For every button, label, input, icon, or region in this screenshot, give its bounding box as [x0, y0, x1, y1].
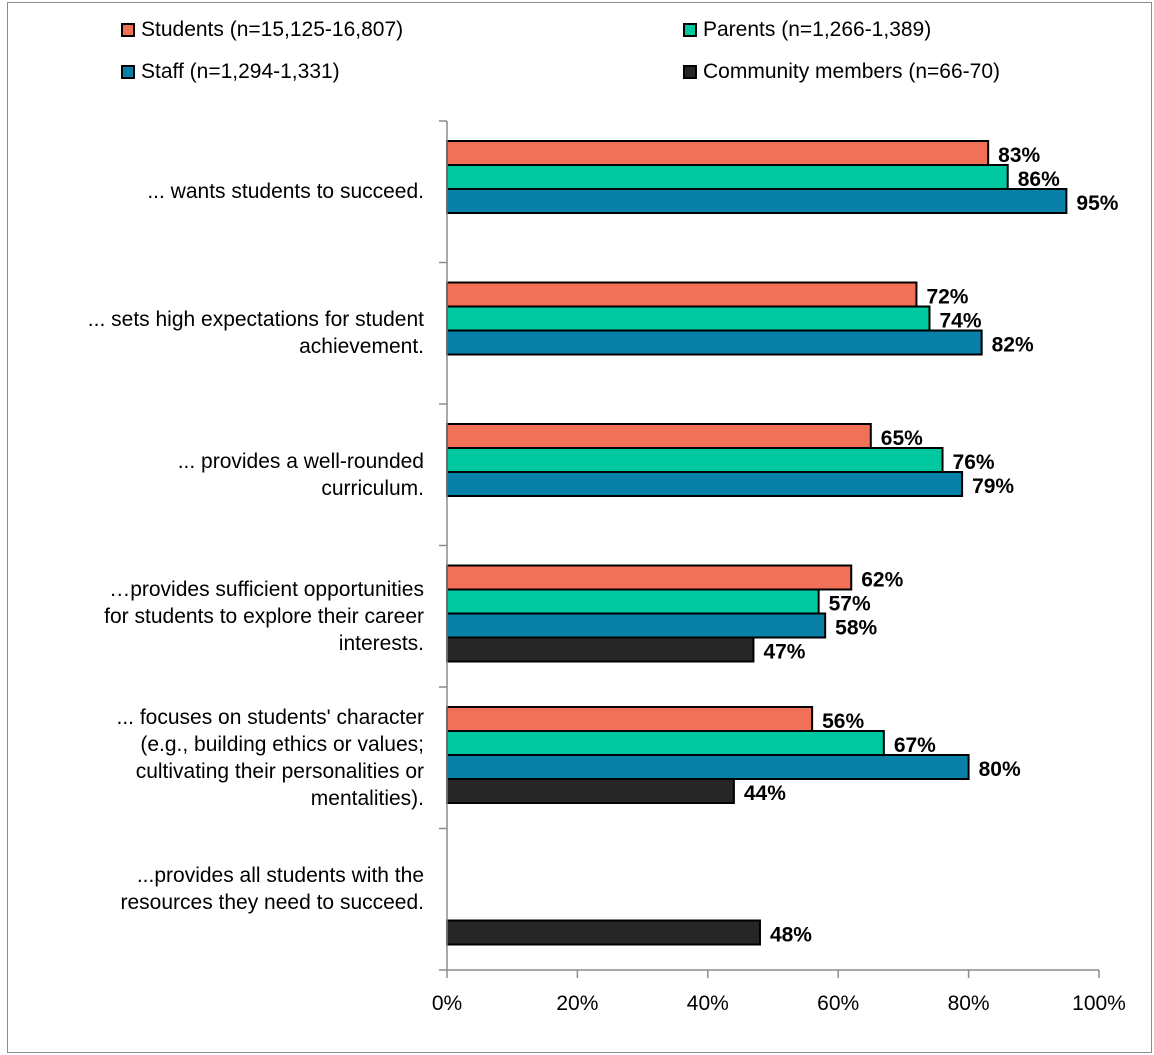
bar — [446, 588, 820, 615]
data-label: 72% — [926, 286, 968, 309]
legend-item-students: Students (n=15,125-16,807) — [121, 18, 403, 42]
x-tick-label: 60% — [817, 992, 859, 1015]
data-label: 86% — [1018, 168, 1060, 191]
legend-item-parents: Parents (n=1,266-1,389) — [683, 18, 931, 42]
category-label-line: ... wants students to succeed. — [147, 180, 424, 204]
bar — [446, 305, 931, 332]
category-label-line: …provides sufficient opportunities — [109, 577, 424, 601]
bar — [446, 754, 970, 780]
category-label-line: ...provides all students with the — [136, 864, 424, 888]
bar — [446, 919, 761, 946]
x-tick-label: 0% — [432, 992, 462, 1015]
category-label-line: interests. — [338, 631, 424, 655]
legend-item-community: Community members (n=66-70) — [683, 60, 1000, 84]
data-label: 58% — [835, 617, 877, 640]
bar — [446, 188, 1068, 214]
data-label: 95% — [1076, 192, 1118, 215]
data-label: 67% — [894, 734, 936, 757]
category-label-line: mentalities). — [310, 786, 424, 810]
category-label: ... sets high expectations for student ac… — [4, 306, 424, 360]
bar — [446, 423, 872, 449]
x-tick-label: 100% — [1072, 992, 1126, 1015]
legend-swatch-community — [683, 65, 697, 79]
bar — [446, 564, 853, 591]
category-label-line: ... provides a well-rounded — [177, 449, 424, 473]
data-label: 65% — [881, 427, 923, 450]
category-label-line: cultivating their personalities or — [135, 759, 424, 783]
category-label: ... focuses on students' character (e.g.,… — [4, 704, 424, 812]
category-label: ... wants students to succeed. — [4, 178, 424, 205]
legend-label-parents: Parents (n=1,266-1,389) — [703, 18, 932, 41]
category-label: ... provides a well-rounded curriculum. — [4, 448, 424, 502]
category-label-line: (e.g., building ethics or values; — [140, 732, 424, 756]
category-label-line: ... focuses on students' character — [116, 705, 424, 729]
bar — [446, 612, 827, 639]
bar — [446, 329, 983, 356]
bar — [446, 471, 964, 497]
data-label: 62% — [861, 569, 903, 592]
data-label: 48% — [770, 924, 812, 947]
category-label: ...provides all students with the resourc… — [4, 862, 424, 916]
category-label-line: ... sets high expectations for student — [87, 308, 424, 332]
legend-swatch-parents — [683, 23, 697, 37]
data-label: 47% — [763, 641, 805, 664]
data-label: 79% — [972, 475, 1014, 498]
category-label-line: for students to explore their career — [104, 604, 424, 628]
category-label-line: achievement. — [299, 335, 424, 359]
bar — [446, 447, 944, 473]
data-label: 74% — [939, 310, 981, 333]
data-label: 56% — [822, 710, 864, 733]
category-label-line: curriculum. — [321, 476, 424, 500]
data-label: 76% — [953, 451, 995, 474]
bar — [446, 706, 814, 732]
legend-item-staff: Staff (n=1,294-1,331) — [121, 60, 340, 84]
x-tick-label: 40% — [687, 992, 729, 1015]
bar — [446, 636, 755, 663]
bar — [446, 730, 885, 756]
legend-label-students: Students (n=15,125-16,807) — [141, 18, 404, 41]
data-label: 83% — [998, 144, 1040, 167]
category-label: …provides sufficient opportunities for st… — [4, 576, 424, 657]
bar — [446, 778, 735, 804]
x-tick-label: 80% — [948, 992, 990, 1015]
legend-swatch-students — [121, 23, 135, 37]
data-label: 82% — [992, 334, 1034, 357]
data-label: 57% — [829, 593, 871, 616]
chart-frame — [7, 2, 1152, 1053]
data-label: 44% — [744, 782, 786, 805]
legend-label-community: Community members (n=66-70) — [703, 60, 1001, 83]
legend-label-staff: Staff (n=1,294-1,331) — [141, 60, 340, 83]
data-label: 80% — [979, 758, 1021, 781]
bar — [446, 140, 990, 166]
category-label-line: resources they need to succeed. — [120, 891, 424, 915]
bar — [446, 281, 918, 308]
bar — [446, 164, 1009, 190]
legend-swatch-staff — [121, 65, 135, 79]
x-tick-label: 20% — [556, 992, 598, 1015]
